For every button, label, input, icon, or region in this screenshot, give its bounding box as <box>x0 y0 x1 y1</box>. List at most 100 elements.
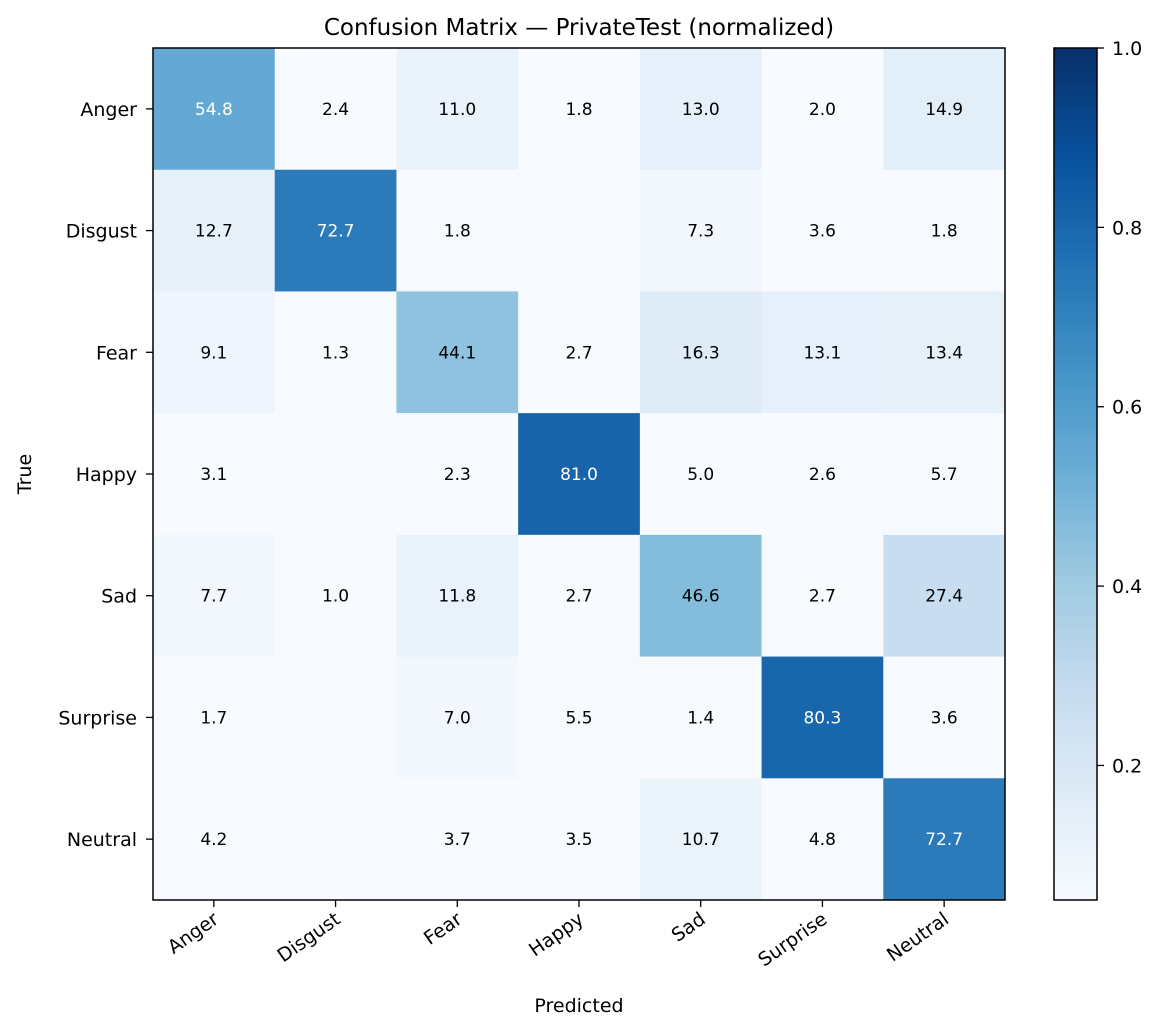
y-tick-label-anger: Anger <box>80 99 137 121</box>
cell-sad-happy <box>518 534 641 658</box>
colorbar-tick-label: 0.8 <box>1112 217 1142 239</box>
cell-value-label: 4.8 <box>809 830 836 850</box>
cell-disgust-sad <box>639 169 763 292</box>
y-tick-label-fear: Fear <box>96 342 137 364</box>
y-axis-label: True <box>14 454 36 495</box>
y-tick-label-neutral: Neutral <box>67 829 137 851</box>
cell-happy-sad <box>639 413 763 536</box>
cell-disgust-surprise <box>761 169 884 292</box>
cell-happy-surprise <box>761 413 884 536</box>
cell-happy-disgust <box>274 413 397 536</box>
cell-value-label: 72.7 <box>925 830 963 850</box>
cell-value-label: 3.6 <box>809 222 836 242</box>
cell-surprise-fear <box>396 656 519 779</box>
cell-anger-happy <box>518 48 641 171</box>
chart-title: Confusion Matrix — PrivateTest (normaliz… <box>324 15 834 41</box>
cell-value-label: 1.8 <box>931 222 958 242</box>
cell-value-label: 3.5 <box>565 830 592 850</box>
cell-value-label: 2.3 <box>444 465 471 485</box>
x-tick-label-surprise: Surprise <box>754 908 831 971</box>
cell-value-label: 5.0 <box>687 465 714 485</box>
cell-surprise-surprise <box>761 656 884 779</box>
cell-sad-neutral <box>883 534 1006 658</box>
cell-fear-fear <box>396 291 519 414</box>
cell-anger-fear <box>396 48 519 171</box>
cell-value-label: 1.8 <box>565 100 592 120</box>
cell-disgust-happy <box>518 169 641 292</box>
colorbar-tick-label: 0.2 <box>1112 755 1142 777</box>
y-tick-label-happy: Happy <box>76 464 137 486</box>
y-tick-label-sad: Sad <box>101 586 137 608</box>
cell-value-label: 27.4 <box>925 587 963 607</box>
x-tick-label-disgust: Disgust <box>273 908 344 967</box>
cell-happy-neutral <box>883 413 1006 536</box>
cell-value-label: 13.4 <box>925 343 963 363</box>
cell-value-label: 14.9 <box>925 100 963 120</box>
cell-value-label: 12.7 <box>195 222 233 242</box>
cell-value-label: 2.6 <box>809 465 836 485</box>
cell-value-label: 11.8 <box>438 587 476 607</box>
cell-neutral-disgust <box>274 778 397 901</box>
cell-value-label: 72.7 <box>317 222 355 242</box>
cell-anger-surprise <box>761 48 884 171</box>
cell-neutral-surprise <box>761 778 884 901</box>
cell-value-label: 11.0 <box>438 100 476 120</box>
cell-fear-surprise <box>761 291 884 414</box>
cell-happy-fear <box>396 413 519 536</box>
cell-fear-disgust <box>274 291 397 414</box>
cell-value-label: 7.0 <box>444 708 471 728</box>
x-axis-label: Predicted <box>534 995 623 1017</box>
cell-happy-happy <box>518 413 641 536</box>
cell-disgust-disgust <box>274 169 397 292</box>
cell-neutral-fear <box>396 778 519 901</box>
colorbar-tick-label: 1.0 <box>1112 38 1142 60</box>
cell-neutral-neutral <box>883 778 1006 901</box>
colorbar-tick-label: 0.4 <box>1112 576 1142 598</box>
cell-value-label: 4.2 <box>200 830 227 850</box>
x-tick-label-neutral: Neutral <box>883 908 953 966</box>
cell-disgust-anger <box>153 169 276 292</box>
cell-sad-disgust <box>274 534 397 658</box>
cell-fear-neutral <box>883 291 1006 414</box>
cell-value-label: 3.7 <box>444 830 471 850</box>
cell-surprise-sad <box>639 656 763 779</box>
x-tick-label-sad: Sad <box>668 908 710 947</box>
cell-value-label: 2.7 <box>809 587 836 607</box>
cell-value-label: 16.3 <box>682 343 720 363</box>
cell-surprise-happy <box>518 656 641 779</box>
x-tick-label-happy: Happy <box>525 908 588 961</box>
x-tick-label-anger: Anger <box>164 908 223 959</box>
heatmap-cell-labels: 54.8 2.4 11.0 1.8 13.0 2.0 14.9 12.7 72.7 1.8 7.3 3… <box>195 100 963 850</box>
cell-value-label: 3.1 <box>200 465 227 485</box>
cell-anger-neutral <box>883 48 1006 171</box>
cell-value-label: 2.4 <box>322 100 349 120</box>
cell-disgust-fear <box>396 169 519 292</box>
cell-sad-sad <box>639 534 763 658</box>
cell-surprise-disgust <box>274 656 397 779</box>
cell-value-label: 7.3 <box>687 222 714 242</box>
cell-surprise-neutral <box>883 656 1006 779</box>
cell-value-label: 10.7 <box>682 830 720 850</box>
cell-value-label: 2.0 <box>809 100 836 120</box>
cell-neutral-happy <box>518 778 641 901</box>
cell-sad-surprise <box>761 534 884 658</box>
cell-value-label: 2.7 <box>565 587 592 607</box>
cell-neutral-sad <box>639 778 763 901</box>
cell-value-label: 2.7 <box>565 343 592 363</box>
cell-value-label: 7.7 <box>200 587 227 607</box>
cell-fear-sad <box>639 291 763 414</box>
cell-value-label: 3.6 <box>931 708 958 728</box>
colorbar <box>1053 47 1098 901</box>
cell-value-label: 1.8 <box>444 222 471 242</box>
x-axis-ticks: Anger Disgust Fear Happy Sad Surprise Neutral <box>164 900 953 971</box>
cell-value-label: 80.3 <box>803 708 841 728</box>
cell-value-label: 44.1 <box>438 343 476 363</box>
cell-neutral-anger <box>153 778 276 901</box>
cell-happy-anger <box>153 413 276 536</box>
colorbar-ticks: 0.2 0.4 0.6 0.8 1.0 <box>1097 38 1142 777</box>
cell-sad-fear <box>396 534 519 658</box>
cell-anger-anger <box>153 48 276 171</box>
cell-value-label: 13.1 <box>803 343 841 363</box>
cell-value-label: 54.8 <box>195 100 233 120</box>
cell-value-label: 1.0 <box>322 587 349 607</box>
